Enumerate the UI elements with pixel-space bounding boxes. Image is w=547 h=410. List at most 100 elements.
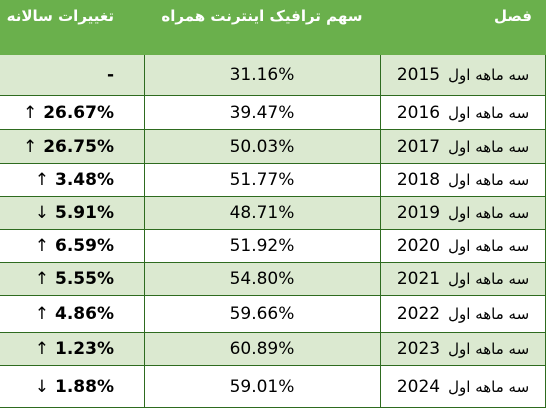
table-row: ↑ 5.55% 54.80% سه ماهه اول 2021 (0, 263, 546, 296)
season-label: سه ماهه اول (448, 270, 530, 288)
change-value: 5.91% (55, 203, 114, 223)
column-divider (380, 55, 381, 95)
cell-season: سه ماهه اول 2020 (380, 230, 546, 262)
column-divider (144, 263, 145, 295)
cell-traffic-share: 48.71% (229, 203, 295, 223)
arrow-up-icon: ↑ (34, 339, 50, 359)
column-divider (380, 333, 381, 365)
cell-traffic-share: 60.89% (229, 339, 295, 359)
table-row: - 31.16% سه ماهه اول 2015 (0, 55, 546, 96)
column-divider (144, 230, 145, 262)
cell-traffic-share: 59.66% (229, 304, 295, 324)
table-edge (545, 55, 546, 95)
table-row: ↑ 1.23% 60.89% سه ماهه اول 2023 (0, 333, 546, 366)
table-header: تغییرات سالانه سهم ترافیک اینترنت همراه … (0, 0, 546, 55)
column-divider (380, 230, 381, 262)
season-year: 2022 (396, 304, 441, 324)
cell-season: سه ماهه اول 2017 (380, 130, 546, 163)
season-label: سه ماهه اول (448, 171, 530, 189)
table-row: ↓ 5.91% 48.71% سه ماهه اول 2019 (0, 197, 546, 230)
column-divider (380, 164, 381, 196)
season-year: 2018 (396, 170, 441, 190)
season-label: سه ماهه اول (448, 340, 530, 358)
cell-traffic-share: 50.03% (229, 136, 295, 157)
change-value: - (106, 65, 114, 85)
arrow-up-icon: ↑ (34, 236, 50, 256)
header-annual-change: تغییرات سالانه (6, 7, 114, 25)
table-edge (545, 130, 546, 163)
change-value: 1.23% (55, 339, 114, 359)
change-value: 5.55% (55, 269, 114, 289)
table-row: ↑ 4.86% 59.66% سه ماهه اول 2022 (0, 296, 546, 333)
column-divider (144, 55, 145, 95)
season-year: 2019 (396, 203, 441, 223)
column-divider (380, 366, 381, 407)
arrow-up-icon: ↑ (22, 136, 38, 157)
column-divider (144, 130, 145, 163)
table-edge (545, 263, 546, 295)
cell-traffic-share: 59.01% (229, 376, 295, 397)
season-label: سه ماهه اول (448, 66, 530, 84)
season-year: 2020 (396, 236, 441, 256)
cell-season: سه ماهه اول 2023 (380, 333, 546, 365)
table-edge (545, 197, 546, 229)
column-divider (144, 96, 145, 129)
cell-annual-change: ↑ 6.59% (0, 230, 144, 262)
cell-season: سه ماهه اول 2015 (380, 55, 546, 95)
cell-season: سه ماهه اول 2022 (380, 296, 546, 332)
arrow-up-icon: ↑ (22, 102, 38, 123)
season-label: سه ماهه اول (448, 103, 530, 122)
table-row: ↑ 26.75% 50.03% سه ماهه اول 2017 (0, 130, 546, 164)
header-season: فصل (494, 7, 532, 25)
arrow-up-icon: ↑ (34, 304, 50, 324)
table-edge (545, 96, 546, 129)
table-edge (545, 164, 546, 196)
change-value: 26.67% (43, 102, 114, 123)
change-value: 1.88% (55, 376, 114, 397)
cell-annual-change: ↓ 1.88% (0, 366, 144, 407)
table-row: ↓ 1.88% 59.01% سه ماهه اول 2024 (0, 366, 546, 408)
cell-season: سه ماهه اول 2021 (380, 263, 546, 295)
arrow-up-icon: ↑ (34, 170, 50, 190)
column-divider (144, 296, 145, 332)
column-divider (380, 130, 381, 163)
season-label: سه ماهه اول (448, 305, 530, 323)
arrow-down-icon: ↓ (34, 203, 50, 223)
column-divider (380, 263, 381, 295)
table-edge (545, 333, 546, 365)
season-label: سه ماهه اول (448, 377, 530, 396)
column-divider (144, 197, 145, 229)
cell-annual-change: ↑ 26.67% (0, 96, 144, 129)
table-edge (545, 230, 546, 262)
table-edge (545, 296, 546, 332)
season-label: سه ماهه اول (448, 137, 530, 156)
cell-traffic-share: 39.47% (229, 102, 295, 123)
change-value: 26.75% (43, 136, 114, 157)
cell-season: سه ماهه اول 2019 (380, 197, 546, 229)
season-label: سه ماهه اول (448, 237, 530, 255)
table-row: ↑ 6.59% 51.92% سه ماهه اول 2020 (0, 230, 546, 263)
cell-season: سه ماهه اول 2024 (380, 366, 546, 407)
column-divider (144, 164, 145, 196)
cell-traffic-share: 54.80% (229, 269, 295, 289)
season-year: 2017 (396, 136, 441, 157)
cell-annual-change: ↑ 26.75% (0, 130, 144, 163)
table-row: ↑ 26.67% 39.47% سه ماهه اول 2016 (0, 96, 546, 130)
season-year: 2024 (396, 376, 441, 397)
cell-traffic-share: 51.77% (229, 170, 295, 190)
season-year: 2016 (396, 102, 441, 123)
header-mobile-traffic-share: سهم ترافیک اینترنت همراه (161, 7, 363, 25)
cell-season: سه ماهه اول 2018 (380, 164, 546, 196)
arrow-up-icon: ↑ (34, 269, 50, 289)
season-year: 2021 (396, 269, 441, 289)
season-year: 2023 (396, 339, 441, 359)
cell-traffic-share: 51.92% (229, 236, 295, 256)
cell-annual-change: ↑ 1.23% (0, 333, 144, 365)
cell-annual-change: ↑ 5.55% (0, 263, 144, 295)
cell-annual-change: ↑ 3.48% (0, 164, 144, 196)
change-value: 6.59% (55, 236, 114, 256)
column-divider (380, 197, 381, 229)
table-row: ↑ 3.48% 51.77% سه ماهه اول 2018 (0, 164, 546, 197)
cell-annual-change: ↓ 5.91% (0, 197, 144, 229)
